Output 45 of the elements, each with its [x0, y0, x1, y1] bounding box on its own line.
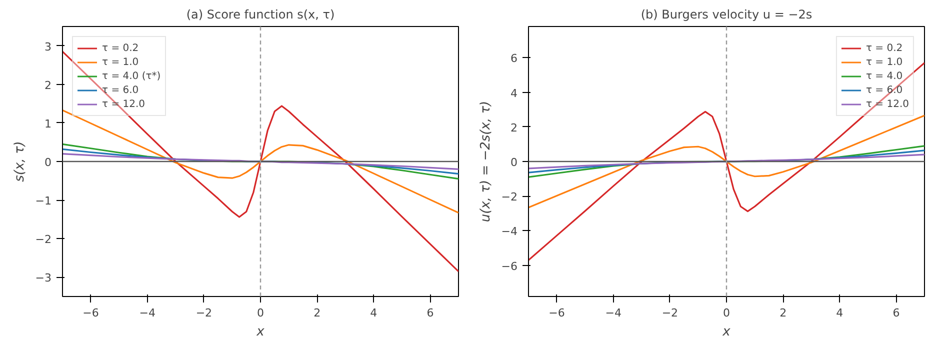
line-series [528, 114, 924, 208]
x-tick-label: 2 [780, 306, 787, 320]
legend-label: τ = 1.0 [866, 56, 903, 69]
x-tick-label: 4 [370, 306, 378, 320]
y-tick-label: −2 [501, 190, 518, 204]
legend-label: τ = 4.0 [866, 70, 903, 83]
y-tick-label: 3 [44, 40, 52, 54]
x-axis-title: x [256, 324, 265, 340]
x-tick-label: 0 [257, 306, 264, 320]
legend-label: τ = 0.2 [102, 42, 139, 55]
x-tick-label: −4 [605, 306, 622, 320]
line-series [62, 152, 458, 170]
y-axis-title: u(x, τ) = −2s(x, τ) [478, 100, 494, 222]
y-tick-label: −3 [35, 272, 52, 285]
y-tick-label: −6 [501, 260, 518, 273]
x-tick-label: −2 [662, 306, 678, 320]
chart-title: (b) Burgers velocity u = −2s [640, 8, 812, 22]
x-tick-label: 2 [314, 306, 321, 320]
legend-label: τ = 0.2 [866, 42, 903, 55]
legend-label: τ = 1.0 [102, 56, 139, 69]
y-tick-label: 6 [510, 52, 518, 66]
y-tick-label: 1 [44, 117, 52, 130]
line-series [62, 109, 458, 214]
y-tick-label: 4 [510, 86, 518, 100]
y-tick-label: 0 [510, 156, 518, 169]
y-tick-label: 2 [44, 78, 52, 92]
x-tick-label: −6 [548, 306, 565, 320]
x-tick-label: 6 [426, 306, 434, 320]
x-tick-label: 4 [836, 306, 844, 320]
y-axis-title: s(x, τ) [12, 141, 28, 182]
y-tick-label: −1 [35, 194, 52, 208]
y-tick-label: −4 [501, 225, 518, 238]
y-tick-label: 2 [510, 121, 518, 134]
x-tick-label: 0 [723, 306, 730, 320]
x-tick-label: 6 [892, 306, 900, 320]
x-tick-label: −2 [196, 306, 212, 320]
legend-label: τ = 4.0 (τ*) [102, 70, 161, 83]
line-series [528, 154, 924, 170]
chart-title: (a) Score function s(x, τ) [186, 8, 335, 22]
x-tick-label: −6 [82, 306, 99, 320]
y-tick-label: −2 [35, 233, 52, 246]
line-series [62, 50, 458, 272]
y-tick-label: 0 [44, 156, 52, 169]
x-axis-title: x [722, 324, 731, 340]
x-tick-label: −4 [139, 306, 156, 320]
